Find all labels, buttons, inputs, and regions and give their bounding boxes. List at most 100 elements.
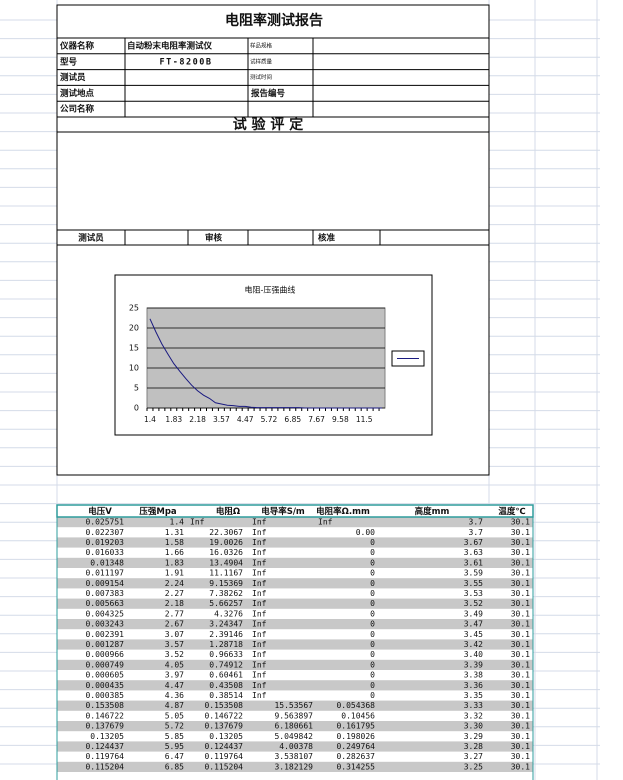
field-label: 仪器名称 <box>59 41 95 52</box>
table-cell: 30.1 <box>511 569 530 578</box>
report-title: 电阻率测试报告 <box>225 12 323 29</box>
table-cell: 30.1 <box>511 681 530 690</box>
table-cell: 1.28718 <box>209 640 243 649</box>
table-cell: 3.7 <box>469 528 484 537</box>
row-band <box>57 659 533 670</box>
table-cell: 2.27 <box>165 589 184 598</box>
table-cell: 3.63 <box>464 548 483 557</box>
column-header: 电阻Ω <box>216 506 240 517</box>
row-band <box>57 680 533 691</box>
table-cell: 0.146722 <box>204 711 243 720</box>
chart-title: 电阻-压强曲线 <box>245 285 296 295</box>
table-cell: 3.36 <box>464 681 483 690</box>
table-cell: Inf <box>252 579 267 588</box>
table-cell: 2.67 <box>165 620 184 629</box>
field-label: 试样质量 <box>250 57 273 65</box>
table-cell: 30.1 <box>511 579 530 588</box>
table-cell: 30.1 <box>511 538 530 547</box>
field-value: FT-8200B <box>160 57 213 67</box>
row-band <box>57 619 533 630</box>
table-cell: 1.66 <box>165 548 184 557</box>
table-cell: 30.1 <box>511 671 530 680</box>
table-cell: 30.1 <box>511 742 530 751</box>
table-cell: 0.054368 <box>336 701 375 710</box>
table-cell: 3.27 <box>464 752 483 761</box>
table-cell: 0.153508 <box>85 701 124 710</box>
row-band <box>57 741 533 752</box>
table-cell: 0.161795 <box>336 722 375 731</box>
table-cell: 0.38514 <box>209 691 243 700</box>
field-label: 公司名称 <box>60 104 95 115</box>
x-tick-label: 1.83 <box>165 415 182 424</box>
table-cell: 0.005663 <box>85 599 124 608</box>
table-cell: 3.38 <box>464 671 483 680</box>
table-cell: 30.1 <box>511 630 530 639</box>
table-cell: Inf <box>252 528 267 537</box>
table-cell: 3.32 <box>464 711 483 720</box>
table-cell: 0.60461 <box>209 671 243 680</box>
table-cell: 0.00 <box>356 528 375 537</box>
table-cell: Inf <box>252 548 267 557</box>
row-band <box>57 517 533 528</box>
table-cell: 2.18 <box>165 599 184 608</box>
table-cell: 30.1 <box>511 752 530 761</box>
table-cell: 3.33 <box>464 701 483 710</box>
table-cell: 3.28 <box>464 742 483 751</box>
table-cell: 3.52 <box>165 650 184 659</box>
table-cell: 6.47 <box>165 752 184 761</box>
table-cell: 30.1 <box>511 528 530 537</box>
signature-label: 核准 <box>318 233 336 244</box>
table-cell: Inf <box>252 681 267 690</box>
column-header: 高度mm <box>415 506 450 517</box>
table-cell: 4.3276 <box>214 609 243 618</box>
signature-label: 测试员 <box>78 233 104 244</box>
field-label: 报告编号 <box>251 88 286 99</box>
table-cell: 2.39146 <box>209 630 243 639</box>
table-cell: 0.001287 <box>85 640 124 649</box>
field-label: 测试员 <box>60 72 86 83</box>
table-cell: 5.85 <box>165 732 184 741</box>
table-cell: 0 <box>370 538 375 547</box>
table-cell: 3.67 <box>464 538 483 547</box>
row-band <box>57 598 533 609</box>
table-cell: 0.009154 <box>85 579 124 588</box>
table-cell: 0.004325 <box>85 609 124 618</box>
table-cell: 7.38262 <box>209 589 243 598</box>
table-cell: 0.124437 <box>85 742 124 751</box>
column-header: 压强Mpa <box>139 507 177 517</box>
table-cell: 3.24347 <box>209 620 243 629</box>
x-tick-label: 1.4 <box>144 415 156 424</box>
table-cell: 0.007383 <box>85 589 124 598</box>
table-cell: 3.61 <box>464 558 483 567</box>
table-cell: Inf <box>252 589 267 598</box>
table-cell: 0 <box>370 609 375 618</box>
x-tick-label: 9.58 <box>332 415 349 424</box>
table-cell: 0.000435 <box>85 681 124 690</box>
table-cell: 2.24 <box>165 579 184 588</box>
table-cell: Inf <box>252 691 267 700</box>
table-cell: 9.15369 <box>209 579 243 588</box>
x-tick-label: 3.57 <box>213 415 230 424</box>
table-cell: 3.7 <box>469 518 484 527</box>
table-cell: 15.53567 <box>274 701 313 710</box>
table-cell: 30.1 <box>511 722 530 731</box>
table-cell: 11.1167 <box>209 569 243 578</box>
table-cell: 0 <box>370 640 375 649</box>
x-tick-label: 7.67 <box>308 415 325 424</box>
table-cell: 0 <box>370 579 375 588</box>
plot-area <box>146 307 386 409</box>
table-cell: 4.36 <box>165 691 184 700</box>
table-cell: 0.43508 <box>209 681 243 690</box>
table-cell: 3.40 <box>464 650 483 659</box>
section-title: 试 验 评 定 <box>233 116 304 133</box>
table-cell: 5.049842 <box>274 732 313 741</box>
table-cell: 1.4 <box>170 518 185 527</box>
table-cell: 30.1 <box>511 548 530 557</box>
table-cell: 30.1 <box>511 762 530 771</box>
table-cell: 0 <box>370 548 375 557</box>
table-cell: 0.115204 <box>204 762 243 771</box>
table-cell: 0 <box>370 630 375 639</box>
y-tick-label: 25 <box>129 304 139 313</box>
